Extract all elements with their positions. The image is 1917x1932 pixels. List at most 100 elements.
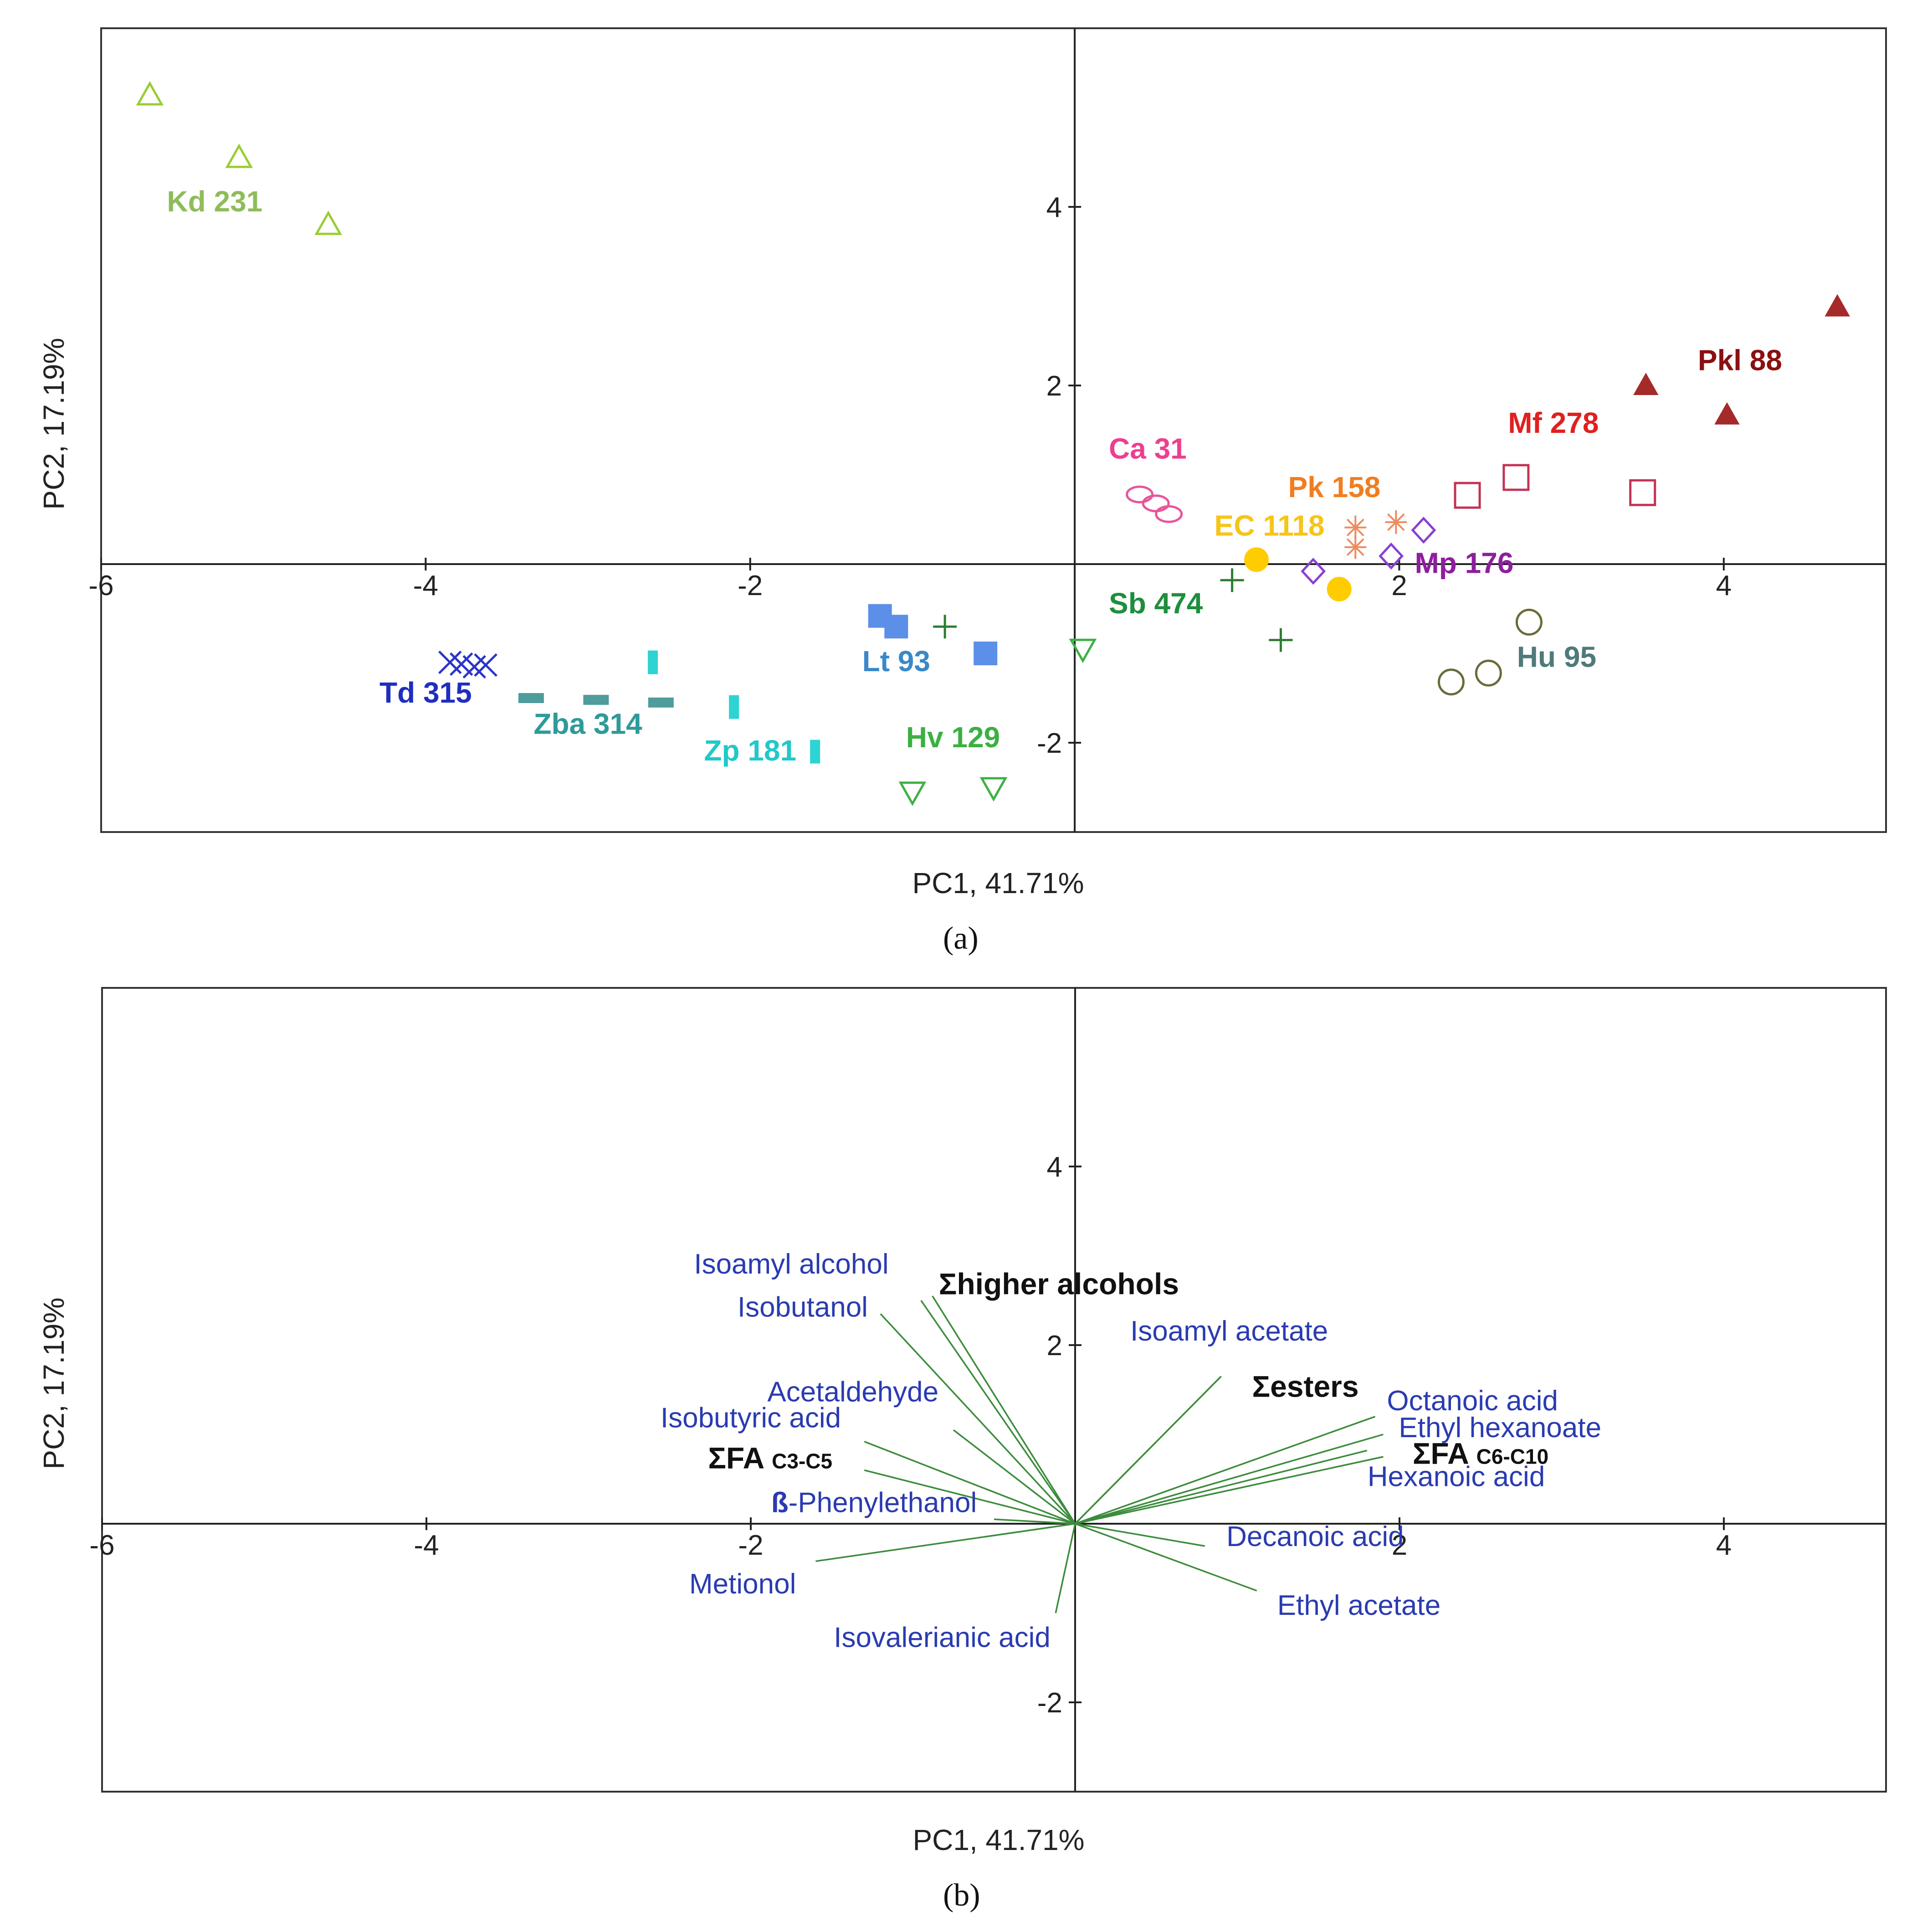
series-kd-231: Kd 231 <box>136 81 342 235</box>
caption-b-text: (b) <box>943 1878 980 1913</box>
y-tick-label: 4 <box>1046 192 1062 223</box>
vector-label-esters: Σesters <box>1252 1370 1358 1403</box>
group-label-zp-181: Zp 181 <box>704 734 796 767</box>
series-hv-129: Hv 129 <box>898 638 1097 806</box>
loading-vector-acetaldehyde <box>953 1429 1076 1525</box>
x-tick-label: -2 <box>738 570 763 601</box>
panel-a: -6 -4 -2 2 4 4 2 -2 PC1, 41.71% PC2, 17.19% Kd 231… <box>37 27 1887 899</box>
loading-vector-hexanoic-acid <box>1075 1456 1384 1525</box>
series-ca-31: Ca 31 <box>1109 432 1187 523</box>
loading-vector-phenylethanol <box>994 1518 1076 1525</box>
point-pkl-88 <box>1633 372 1659 395</box>
point-zp-181 <box>648 650 658 674</box>
x-tick-label: 4 <box>1716 1530 1732 1561</box>
y-tick-label: 2 <box>1046 370 1062 402</box>
point-hu-95 <box>1437 668 1465 696</box>
series-pkl-88: Pkl 88 <box>1633 294 1850 425</box>
point-pk-158 <box>1344 515 1367 540</box>
y-tick-label: 2 <box>1047 1330 1062 1362</box>
group-label-sb-474: Sb 474 <box>1109 587 1203 620</box>
point-ca-31 <box>1142 494 1170 513</box>
vector-label-ethyl-acetate: Ethyl acetate <box>1277 1590 1440 1621</box>
point-mf-278 <box>1454 482 1481 509</box>
y-tick-label: -2 <box>1037 1687 1062 1719</box>
x-axis-title: PC1, 41.71% <box>912 1824 1084 1856</box>
loading-vector-isobutyric-acid <box>864 1441 1076 1525</box>
point-zba-314 <box>583 694 609 705</box>
series-mp-176: Mp 176 <box>1301 516 1513 585</box>
point-hu-95 <box>1515 608 1543 636</box>
point-zp-181 <box>810 740 820 764</box>
vector-label-octanoic-acid: Octanoic acid <box>1387 1385 1558 1417</box>
series-sb-474: Sb 474 <box>933 568 1293 652</box>
x-axis-title: PC1, 41.71% <box>912 867 1084 899</box>
point-pk-158 <box>1344 535 1367 559</box>
panel-b: -6 -4 -2 2 4 4 2 -2 PC1, 41.71% PC2, 17.19% Isoamy… <box>37 987 1887 1856</box>
point-mp-176 <box>1379 542 1404 570</box>
group-label-hu-95: Hu 95 <box>1517 640 1596 673</box>
point-ec-1118 <box>1327 576 1352 601</box>
point-mf-278 <box>1502 464 1530 491</box>
loading-vector-isovalerianic-acid <box>1055 1523 1076 1613</box>
caption-a: (a) <box>943 920 979 957</box>
y-tick-label: -2 <box>1037 728 1062 759</box>
x-tick-label: 4 <box>1716 570 1732 601</box>
loading-vector-isoamyl-alcohol <box>920 1300 1076 1524</box>
series-lt-93: Lt 93 <box>862 604 998 678</box>
loading-vector-fa-c6-c10 <box>1075 1449 1368 1525</box>
vector-label-ethyl-hexanoate: Ethyl hexanoate <box>1399 1412 1601 1444</box>
point-mp-176 <box>1411 516 1436 544</box>
x-tick-label: -4 <box>414 1530 439 1561</box>
vector-label-isoamyl-alcohol: Isoamyl alcohol <box>694 1249 888 1280</box>
vector-label-isobutyric-acid: Isobutyric acid <box>661 1402 841 1434</box>
vector-label-higher-alcohols: Σhigher alcohols <box>939 1267 1179 1300</box>
vector-label-decanoic-acid: Decanoic acid <box>1226 1521 1404 1552</box>
x-tick-label: 2 <box>1392 1530 1407 1561</box>
series-zba-314: Zba 314 <box>518 693 674 740</box>
x-tick-label: -6 <box>89 1530 114 1561</box>
group-label-hv-129: Hv 129 <box>906 721 1000 754</box>
point-mf-278 <box>1629 479 1656 506</box>
loading-vector-ethyl-hexanoate <box>1075 1434 1384 1525</box>
caption-b: (b) <box>943 1877 980 1914</box>
point-kd-231 <box>314 211 342 235</box>
vector-label-fa-c3-c5: ΣFA C3-C5 <box>708 1441 832 1475</box>
loading-vector-ethyl-acetate <box>1075 1523 1257 1592</box>
group-label-pk-158: Pk 158 <box>1288 471 1381 504</box>
point-hu-95 <box>1475 659 1502 687</box>
point-zba-314 <box>518 693 544 703</box>
point-hv-129 <box>898 781 927 806</box>
point-lt-93 <box>974 642 998 665</box>
point-ec-1118 <box>1244 547 1269 572</box>
plot-frame <box>101 987 1887 1793</box>
x-tick-label: 2 <box>1391 570 1407 601</box>
x-tick-label: -2 <box>738 1530 763 1561</box>
point-td-315 <box>438 650 462 674</box>
loading-vector-octanoic-acid <box>1075 1416 1376 1525</box>
point-ca-31 <box>1155 505 1183 523</box>
group-label-zba-314: Zba 314 <box>533 707 642 740</box>
point-pkl-88 <box>1714 402 1740 425</box>
series-hu-95: Hu 95 <box>1437 608 1596 696</box>
point-kd-231 <box>225 144 253 168</box>
loading-vector-esters <box>1074 1376 1222 1525</box>
point-sb-474 <box>933 615 957 639</box>
vector-label-phenylethanol: ß-Phenylethanol <box>771 1487 977 1519</box>
point-mp-176 <box>1301 557 1326 585</box>
loading-vector-decanoic-acid <box>1075 1523 1205 1547</box>
group-label-ca-31: Ca 31 <box>1109 432 1187 465</box>
y-axis-title: PC2, 17.19% <box>37 338 70 509</box>
group-label-ec-1118: EC 1118 <box>1215 509 1325 542</box>
point-pkl-88 <box>1825 294 1850 317</box>
point-hv-129 <box>1069 638 1097 663</box>
plot-frame <box>100 27 1887 833</box>
x-tick-label: -6 <box>88 570 113 601</box>
point-ca-31 <box>1126 485 1154 504</box>
point-td-315 <box>474 653 497 677</box>
point-pk-158 <box>1385 510 1407 534</box>
group-label-mp-176: Mp 176 <box>1415 547 1513 580</box>
point-zba-314 <box>648 697 674 708</box>
x-tick-label: -4 <box>413 570 438 601</box>
